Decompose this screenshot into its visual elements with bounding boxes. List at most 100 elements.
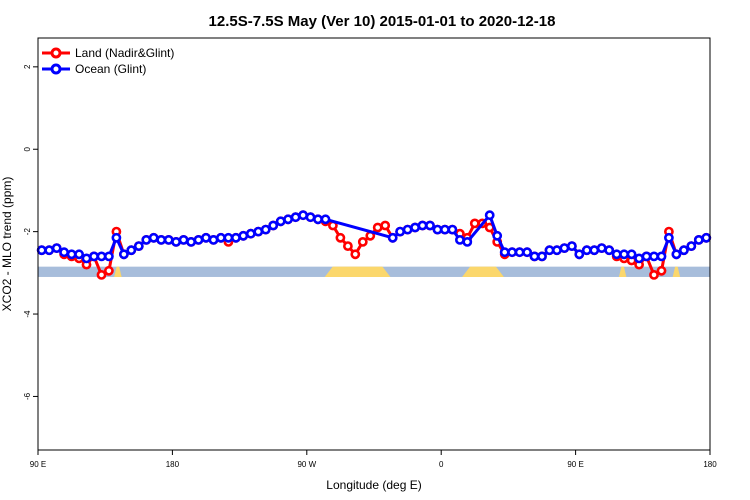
y-tick-label: -4	[23, 310, 32, 318]
data-point-ocean	[679, 245, 689, 256]
data-point-ocean	[89, 251, 99, 262]
data-point-ocean	[313, 214, 323, 225]
data-point-ocean	[641, 251, 652, 262]
legend-marker-land	[50, 47, 62, 59]
data-point-ocean	[454, 234, 465, 245]
data-point-ocean	[447, 224, 458, 235]
legend-marker-ocean	[50, 63, 62, 75]
data-point-ocean	[559, 243, 570, 253]
data-point-land	[469, 218, 480, 229]
data-point-ocean	[514, 247, 525, 258]
data-point-ocean	[111, 232, 122, 243]
data-point-ocean	[693, 234, 704, 245]
data-point-ocean	[253, 226, 264, 237]
data-point-ocean	[425, 220, 435, 231]
x-tick-label: 90 E	[567, 460, 583, 469]
land-band-segment	[462, 266, 504, 277]
data-point-ocean	[604, 245, 615, 256]
data-point-ocean	[656, 251, 667, 262]
data-point-ocean	[126, 245, 137, 256]
legend-item-land: Land (Nadir&Glint)	[42, 46, 174, 60]
x-axis: 90 E 180 90 W 0 90 E 180	[30, 450, 717, 469]
data-point-ocean	[44, 245, 55, 256]
data-point-ocean	[507, 247, 517, 258]
y-tick-label: -6	[23, 392, 32, 400]
data-point-ocean	[260, 224, 271, 235]
data-point-land	[656, 265, 667, 276]
data-point-ocean	[59, 247, 69, 258]
data-point-ocean	[81, 253, 92, 264]
data-point-land	[649, 269, 659, 280]
data-point-ocean	[320, 214, 331, 225]
data-point-ocean	[619, 249, 629, 260]
data-point-ocean	[574, 249, 585, 260]
data-point-ocean	[626, 249, 637, 260]
data-point-ocean	[298, 210, 308, 221]
data-point-ocean	[148, 232, 159, 243]
data-point-ocean	[417, 220, 428, 231]
data-point-ocean	[201, 232, 211, 243]
data-point-ocean	[402, 224, 413, 235]
land-band-segment	[672, 266, 681, 277]
data-point-land	[380, 220, 391, 231]
land-band-segment	[324, 266, 391, 277]
data-point-ocean	[238, 230, 249, 241]
y-axis: 2 0 -2 -4 -6	[23, 64, 38, 400]
data-point-ocean	[686, 241, 697, 251]
data-point-ocean	[492, 230, 503, 241]
data-point-ocean	[104, 251, 114, 262]
x-tick-label: 0	[439, 460, 444, 469]
chart-title: 12.5S-7.5S May (Ver 10) 2015-01-01 to 20…	[209, 13, 556, 30]
data-point-ocean	[223, 232, 234, 243]
data-point-ocean	[178, 234, 189, 245]
data-point-ocean	[186, 236, 196, 247]
data-point-ocean	[51, 243, 62, 253]
data-point-ocean	[567, 241, 577, 251]
data-point-ocean	[537, 251, 547, 262]
data-point-ocean	[36, 245, 47, 256]
data-point-ocean	[283, 214, 293, 225]
x-tick-label: 90 E	[30, 460, 46, 469]
legend: Land (Nadir&Glint) Ocean (Glint)	[42, 46, 174, 76]
data-point-ocean	[410, 222, 420, 233]
y-tick-label: 2	[23, 64, 32, 69]
data-point-ocean	[634, 253, 644, 264]
data-point-ocean	[671, 249, 682, 260]
data-point-ocean	[290, 212, 301, 223]
data-point-ocean	[119, 249, 129, 260]
legend-label-land: Land (Nadir&Glint)	[75, 46, 174, 60]
legend-label-ocean: Ocean (Glint)	[75, 62, 146, 76]
data-point-ocean	[529, 251, 540, 262]
data-point-land	[342, 241, 353, 251]
data-point-ocean	[462, 236, 473, 247]
series-layer	[36, 210, 712, 280]
data-point-ocean	[649, 251, 659, 262]
land-band-segment	[618, 266, 627, 277]
data-point-ocean	[305, 212, 316, 223]
surface-band	[38, 266, 710, 277]
data-point-ocean	[171, 236, 181, 247]
data-point-land	[104, 265, 114, 276]
y-axis-label: XCO2 - MLO trend (ppm)	[0, 177, 14, 312]
data-point-ocean	[230, 232, 241, 243]
data-point-ocean	[439, 224, 450, 235]
data-point-ocean	[193, 234, 204, 245]
x-axis-label: Longitude (deg E)	[326, 478, 421, 492]
data-point-ocean	[245, 228, 256, 239]
x-tick-label: 90 W	[297, 460, 316, 469]
data-point-ocean	[163, 234, 174, 245]
data-point-ocean	[268, 220, 279, 231]
data-point-ocean	[215, 232, 226, 243]
legend-item-ocean: Ocean (Glint)	[42, 62, 146, 76]
data-point-ocean	[484, 210, 495, 221]
x-tick-label: 180	[703, 460, 717, 469]
data-point-ocean	[552, 245, 562, 256]
y-tick-label: -2	[23, 228, 32, 236]
data-point-ocean	[275, 216, 286, 227]
data-point-ocean	[156, 234, 167, 245]
data-point-land	[372, 222, 383, 233]
plot-frame	[37, 37, 711, 451]
data-point-ocean	[596, 243, 607, 253]
land-band-segment	[114, 266, 122, 277]
y-tick-label: 0	[23, 146, 32, 151]
